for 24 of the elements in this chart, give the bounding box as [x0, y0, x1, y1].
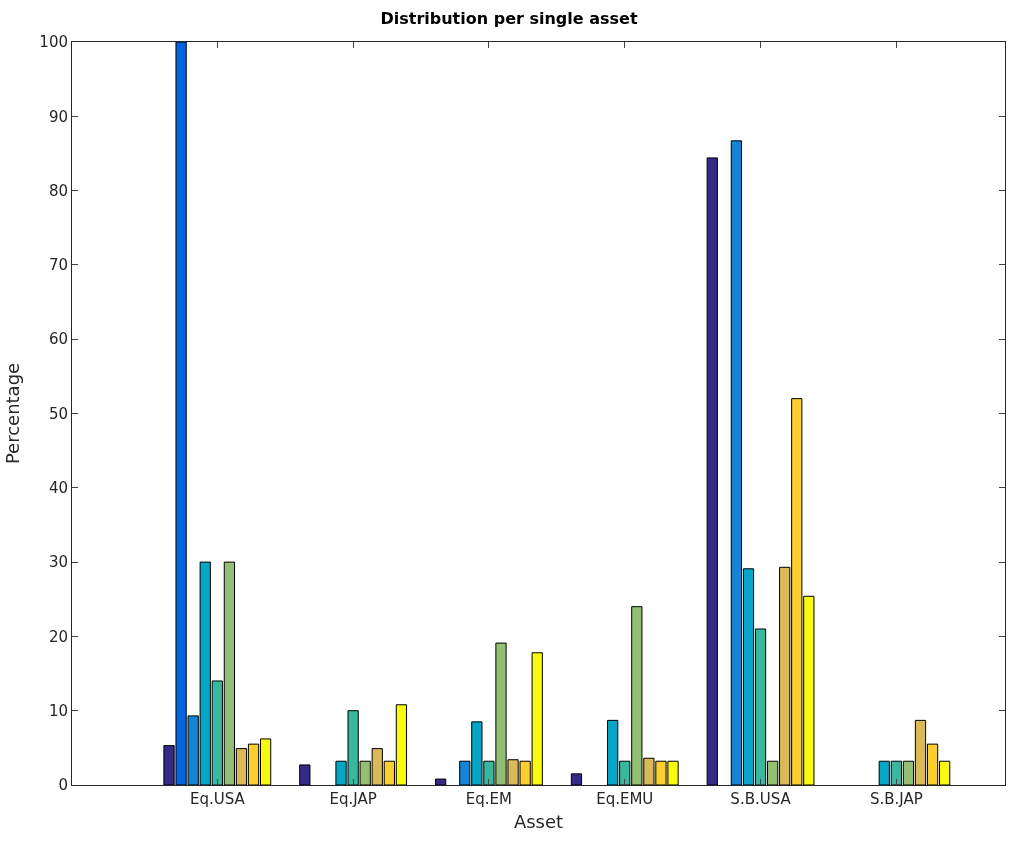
x-tick-label: Eq.JAP	[329, 790, 377, 808]
y-tick-label: 100	[39, 33, 68, 52]
y-tick-label: 20	[48, 627, 68, 646]
bar	[570, 773, 583, 785]
y-tick-label: 80	[48, 181, 68, 200]
bar	[435, 778, 447, 785]
x-axis-title: Asset	[513, 811, 564, 833]
y-tick-label: 40	[48, 479, 68, 498]
y-tick-label: 60	[48, 330, 68, 349]
y-tick-label: 50	[48, 404, 68, 423]
y-tick-label: 70	[48, 256, 68, 275]
x-tick-label: Eq.EM	[465, 790, 513, 808]
x-tick-label: Eq.EMU	[596, 790, 654, 808]
y-tick-label: 30	[48, 553, 68, 572]
bar	[299, 764, 311, 785]
x-tick-label: S.B.JAP	[869, 790, 923, 808]
y-tick-label: 90	[48, 107, 68, 126]
bar	[706, 157, 718, 785]
y-tick-label: 10	[48, 701, 68, 720]
x-tick-label: Eq.USA	[189, 790, 246, 808]
y-axis-title: Percentage	[1, 362, 23, 465]
x-tick-label: S.B.USA	[730, 790, 792, 808]
chart-title: Distribution per single asset	[380, 8, 638, 28]
y-tick-label: 0	[58, 776, 68, 795]
